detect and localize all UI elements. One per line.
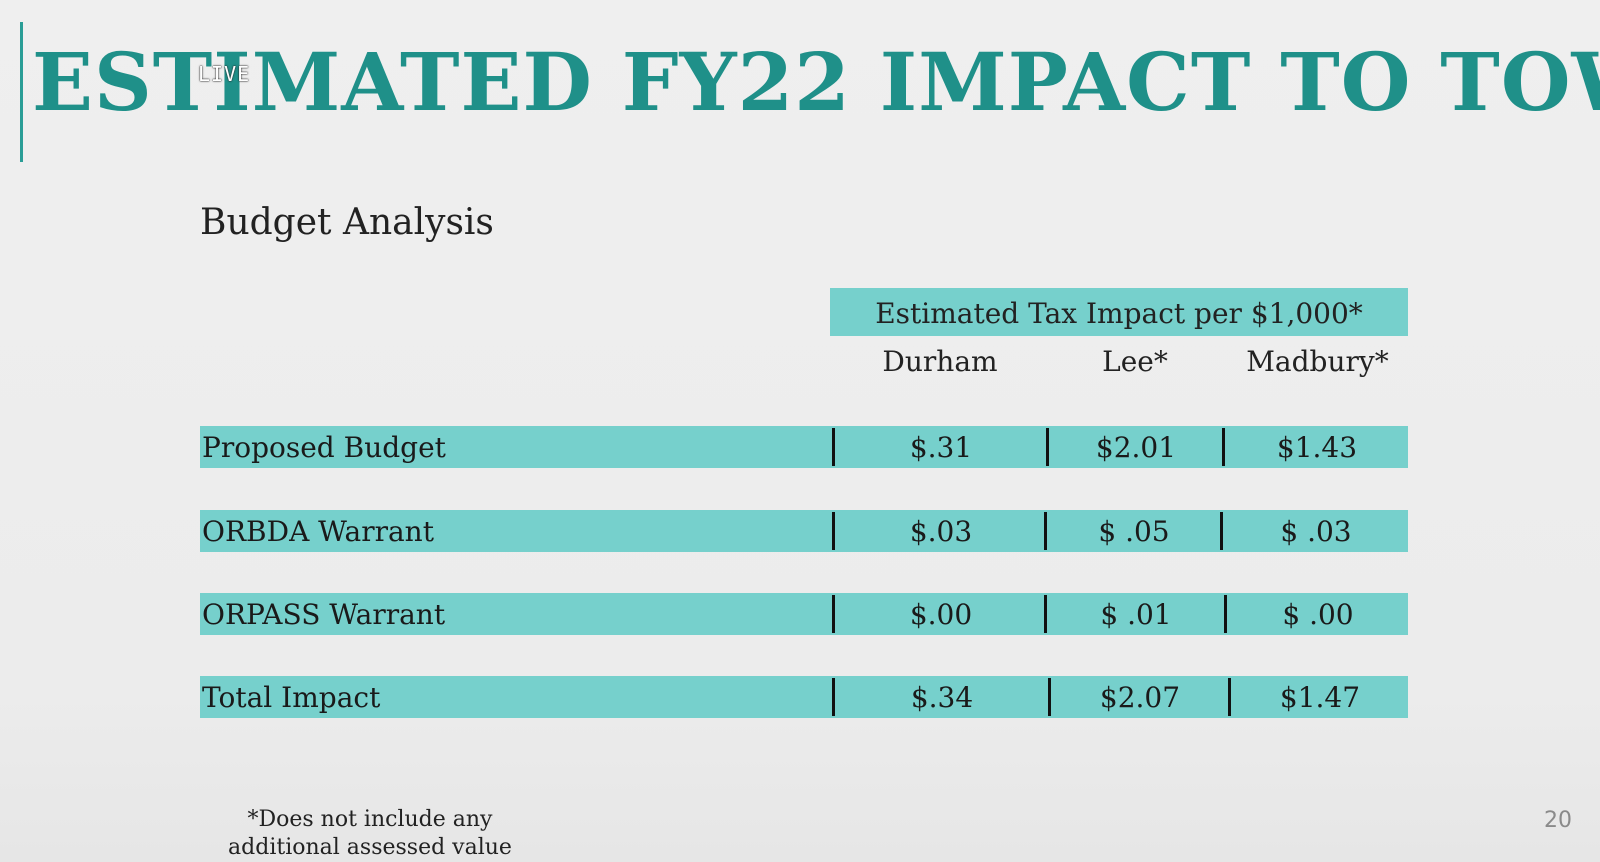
column-divider: [1044, 595, 1047, 633]
cell-durham: $.31: [836, 426, 1046, 468]
table-row-total-impact: Total Impact $.34 $2.07 $1.47: [200, 676, 1408, 718]
column-divider: [1224, 595, 1227, 633]
column-divider: [1220, 512, 1223, 550]
table-row-orpass-warrant: ORPASS Warrant $.00 $ .01 $ .00: [200, 593, 1408, 635]
column-header-madbury: Madbury*: [1230, 345, 1405, 378]
cell-madbury: $1.47: [1232, 676, 1408, 718]
footnote-line: *Does not include any: [210, 806, 530, 834]
cell-lee: $2.07: [1052, 676, 1228, 718]
live-badge: LIVE: [198, 62, 250, 86]
column-divider: [832, 678, 835, 716]
table-row-orbda-warrant: ORBDA Warrant $.03 $ .05 $ .03: [200, 510, 1408, 552]
cell-durham: $.00: [836, 593, 1046, 635]
cell-lee: $ .01: [1048, 593, 1224, 635]
slide-subtitle: Budget Analysis: [200, 202, 494, 243]
page-number: 20: [1544, 808, 1572, 833]
column-header-lee: Lee*: [1060, 345, 1210, 378]
slide-title: ESTIMATED FY22 IMPACT TO TOWNS: [32, 42, 1600, 122]
column-header-durham: Durham: [860, 345, 1020, 378]
column-divider: [832, 512, 835, 550]
cell-madbury: $ .03: [1224, 510, 1408, 552]
table-row-proposed-budget: Proposed Budget $.31 $2.01 $1.43: [200, 426, 1408, 468]
title-accent-bar: [20, 22, 23, 162]
column-divider: [832, 595, 835, 633]
footnote-line: additional assessed value: [210, 834, 530, 862]
cell-madbury: $1.43: [1226, 426, 1408, 468]
column-divider: [1046, 428, 1049, 466]
column-divider: [1222, 428, 1225, 466]
cell-lee: $ .05: [1048, 510, 1220, 552]
cell-madbury: $ .00: [1228, 593, 1408, 635]
column-divider: [1048, 678, 1051, 716]
cell-durham: $.34: [836, 676, 1048, 718]
row-label: Proposed Budget: [200, 431, 830, 464]
column-divider: [1044, 512, 1047, 550]
column-divider: [832, 428, 835, 466]
footnote: *Does not include any additional assesse…: [210, 806, 530, 862]
table-group-header: Estimated Tax Impact per $1,000*: [830, 288, 1408, 336]
row-label: Total Impact: [200, 681, 830, 714]
row-label: ORPASS Warrant: [200, 598, 830, 631]
column-divider: [1228, 678, 1231, 716]
row-label: ORBDA Warrant: [200, 515, 830, 548]
cell-durham: $.03: [836, 510, 1046, 552]
cell-lee: $2.01: [1050, 426, 1222, 468]
